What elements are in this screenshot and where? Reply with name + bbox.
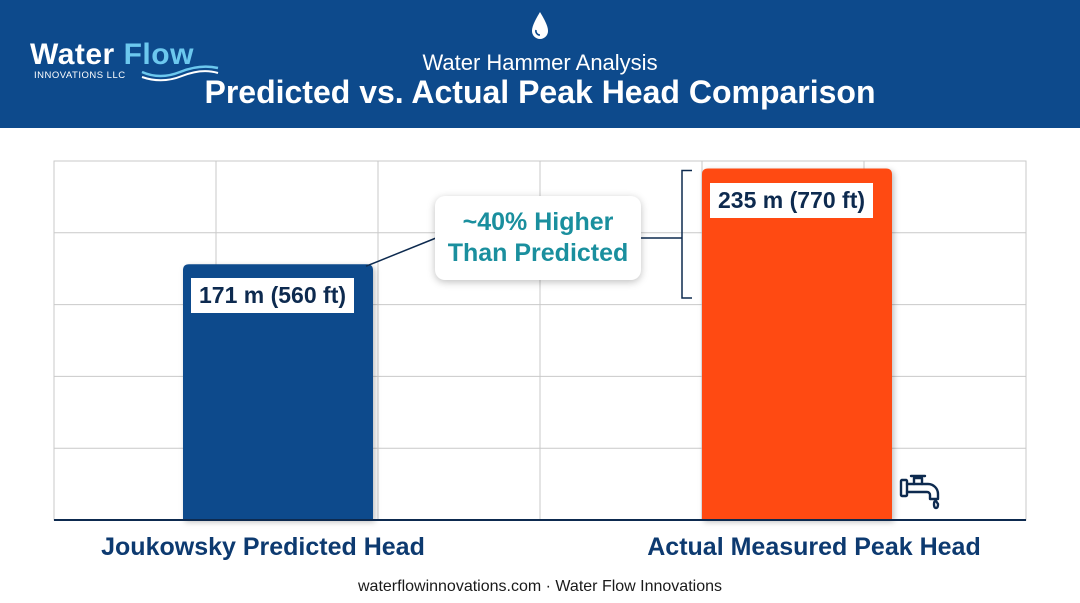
bar-value-label-actual: 235 m (770 ft) xyxy=(710,183,874,219)
callout-line-1: ~40% Higher xyxy=(462,208,614,236)
faucet-icon xyxy=(899,474,940,510)
bar-value-label-predicted: 171 m (560 ft) xyxy=(191,278,355,314)
difference-callout: ~40% Higher Than Predicted xyxy=(435,196,641,280)
difference-bracket xyxy=(681,169,692,299)
footer-text: waterflowinnovations.com · Water Flow In… xyxy=(358,578,722,595)
header-banner: Water Flow INNOVATIONS LLC Water Hammer … xyxy=(0,0,1080,128)
bar-actual xyxy=(702,168,892,520)
logo-waves-icon xyxy=(141,65,219,82)
chart-subtitle: Water Hammer Analysis xyxy=(422,50,658,75)
chart-bars xyxy=(183,168,892,520)
category-label-predicted: Joukowsky Predicted Head xyxy=(101,533,425,561)
bar-predicted xyxy=(183,264,373,520)
category-label-actual: Actual Measured Peak Head xyxy=(647,533,981,561)
company-logo: Water Flow INNOVATIONS LLC xyxy=(30,38,230,88)
callout-line-2: Than Predicted xyxy=(447,239,629,267)
callout-pointer-line xyxy=(365,237,437,267)
chart-title: Predicted vs. Actual Peak Head Compariso… xyxy=(204,74,876,110)
logo-wordmark: Water Flow xyxy=(30,38,194,71)
logo-subtitle: INNOVATIONS LLC xyxy=(34,70,126,81)
annotation-connectors xyxy=(365,169,692,299)
water-drop-icon xyxy=(532,12,548,39)
